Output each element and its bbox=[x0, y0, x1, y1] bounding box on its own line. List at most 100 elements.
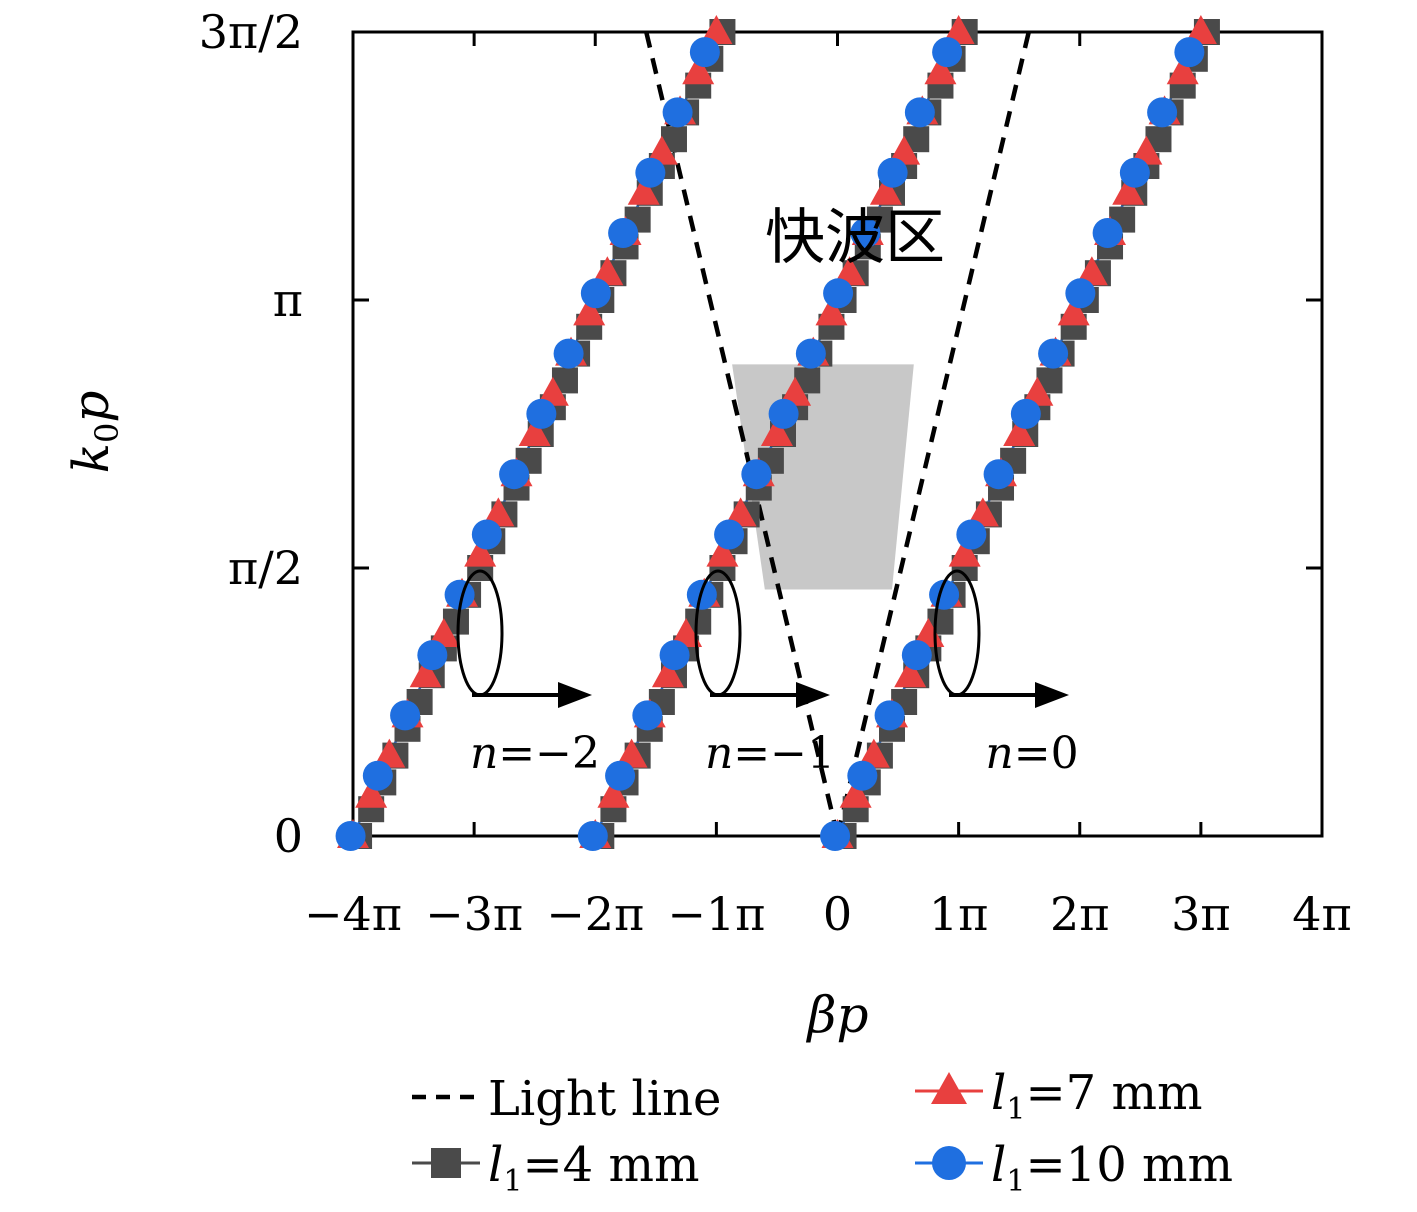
branch-label: n=−2 bbox=[470, 728, 600, 779]
circle-marker bbox=[553, 338, 584, 369]
y-tick-label: π bbox=[273, 273, 303, 327]
triangle-marker bbox=[760, 417, 793, 446]
circle-marker bbox=[1119, 157, 1150, 188]
x-tick-label: 0 bbox=[823, 887, 852, 941]
triangle-marker bbox=[518, 417, 551, 446]
circle-marker bbox=[956, 519, 987, 550]
circle-marker bbox=[1092, 218, 1123, 248]
y-tick-label: 0 bbox=[274, 809, 303, 863]
circle-marker bbox=[1174, 37, 1205, 68]
circle-marker bbox=[714, 519, 745, 550]
triangle-marker bbox=[839, 778, 872, 808]
triangle-marker bbox=[670, 618, 703, 647]
x-tick-label: −3π bbox=[425, 887, 523, 941]
circle-marker bbox=[741, 459, 772, 490]
triangle-marker bbox=[464, 537, 497, 567]
circle-marker bbox=[689, 37, 720, 68]
circle-marker bbox=[904, 97, 935, 128]
legend-label: l1=10 mm bbox=[991, 1137, 1233, 1199]
y-axis-title: k0p bbox=[62, 391, 126, 474]
x-tick-label: −2π bbox=[546, 887, 644, 941]
triangle-marker bbox=[815, 296, 848, 326]
legend-circle-marker bbox=[932, 1146, 966, 1180]
x-tick-label: −1π bbox=[667, 887, 765, 941]
legend-label: Light line bbox=[488, 1071, 721, 1127]
arrow-head bbox=[796, 682, 830, 708]
circle-marker bbox=[823, 278, 854, 309]
circle-marker bbox=[1065, 278, 1096, 309]
circle-marker bbox=[635, 157, 666, 188]
triangle-marker bbox=[591, 256, 624, 286]
x-tick-label: −4π bbox=[304, 887, 402, 941]
circle-marker bbox=[1038, 338, 1069, 369]
triangle-marker bbox=[966, 497, 999, 527]
circle-marker bbox=[577, 821, 608, 851]
triangle-marker bbox=[355, 778, 388, 808]
triangle-marker bbox=[373, 738, 406, 768]
triangle-marker bbox=[1075, 256, 1108, 286]
x-tick-label: 4π bbox=[1292, 887, 1352, 941]
circle-marker bbox=[877, 157, 908, 188]
circle-marker bbox=[874, 700, 905, 731]
triangle-marker bbox=[1130, 135, 1163, 165]
circle-marker bbox=[608, 218, 639, 248]
triangle-marker bbox=[482, 497, 515, 527]
circle-marker bbox=[471, 519, 502, 550]
triangle-marker bbox=[651, 658, 684, 688]
triangle-marker bbox=[1112, 175, 1145, 205]
triangle-marker bbox=[869, 175, 902, 205]
circle-marker bbox=[632, 700, 663, 731]
triangle-marker bbox=[597, 778, 630, 808]
triangle-marker bbox=[1003, 417, 1036, 446]
circle-marker bbox=[662, 97, 693, 128]
x-tick-label: 3π bbox=[1171, 887, 1231, 941]
triangle-marker bbox=[536, 376, 569, 406]
triangle-marker bbox=[573, 296, 606, 326]
circle-marker bbox=[362, 760, 393, 791]
circle-marker bbox=[850, 218, 881, 248]
region-label: 快波区 bbox=[765, 203, 945, 273]
circle-marker bbox=[1147, 97, 1178, 128]
x-axis-title: βp bbox=[806, 986, 869, 1044]
circle-marker bbox=[417, 640, 448, 671]
series-layer bbox=[335, 15, 1220, 851]
triangle-marker bbox=[645, 135, 678, 165]
triangle-marker bbox=[615, 738, 648, 768]
circle-marker bbox=[335, 821, 366, 851]
circle-marker bbox=[605, 760, 636, 791]
circle-marker bbox=[526, 398, 557, 429]
circle-marker bbox=[580, 278, 611, 309]
circle-marker bbox=[847, 760, 878, 791]
triangle-marker bbox=[942, 15, 975, 44]
y-tick-label: 3π/2 bbox=[199, 5, 303, 59]
circle-marker bbox=[932, 37, 963, 68]
legend-square-marker bbox=[431, 1148, 461, 1178]
circle-marker bbox=[795, 338, 826, 369]
axes-layer: −4π −3π −2π −1π 0 1π 2π 3π 4π 0 π/2 π 3π/2 βp k0p bbox=[62, 5, 1352, 1044]
circle-marker bbox=[390, 700, 421, 731]
triangle-marker bbox=[724, 497, 757, 527]
circle-marker bbox=[983, 459, 1014, 490]
legend-label: l1=4 mm bbox=[488, 1137, 700, 1199]
circle-marker bbox=[499, 459, 530, 490]
light-line-right bbox=[835, 31, 1031, 837]
branch-label: n=−1 bbox=[705, 728, 835, 779]
triangle-marker bbox=[894, 658, 927, 688]
triangle-marker bbox=[700, 15, 733, 44]
triangle-marker bbox=[682, 55, 715, 85]
triangle-marker bbox=[1021, 376, 1054, 406]
legend-triangle-marker bbox=[931, 1072, 967, 1104]
y-tick-label: π/2 bbox=[228, 541, 303, 595]
legend-label: l1=7 mm bbox=[991, 1065, 1203, 1127]
circle-marker bbox=[901, 640, 932, 671]
triangle-marker bbox=[627, 175, 660, 205]
legend: Light line l1=4 mm l1=7 mm l1=10 mm bbox=[412, 1065, 1233, 1199]
triangle-marker bbox=[1166, 55, 1199, 85]
triangle-marker bbox=[948, 537, 981, 567]
circle-marker bbox=[659, 640, 690, 671]
arrow-head bbox=[558, 682, 592, 708]
triangle-marker bbox=[779, 376, 812, 406]
circle-marker bbox=[1010, 398, 1041, 429]
arrow-head bbox=[1035, 682, 1069, 708]
